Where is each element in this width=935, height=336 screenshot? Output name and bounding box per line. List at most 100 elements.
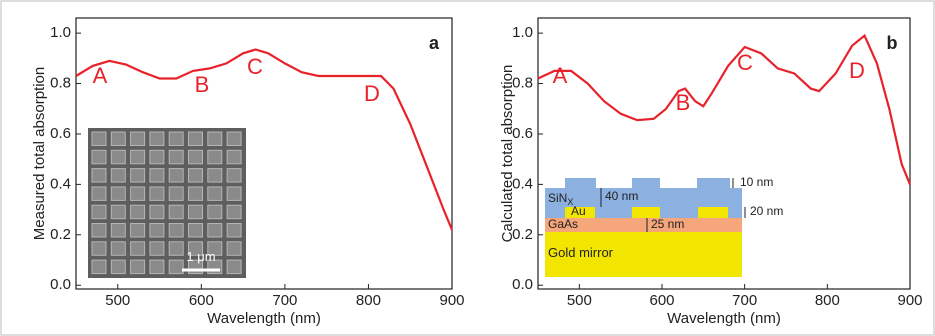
sem-square bbox=[110, 168, 126, 183]
y-tick-label: 0.6 bbox=[50, 125, 71, 142]
sem-square bbox=[188, 241, 203, 256]
sem-square bbox=[149, 241, 165, 256]
sem-square bbox=[207, 223, 223, 238]
x-tick-label: 700 bbox=[272, 292, 297, 309]
sem-square bbox=[188, 131, 203, 146]
sem-square bbox=[226, 186, 242, 201]
y-tick-label: 0.0 bbox=[50, 276, 71, 293]
sem-square bbox=[149, 168, 165, 183]
au-bar bbox=[565, 207, 595, 218]
inset-label-text: SiN bbox=[548, 191, 567, 205]
peak-label: C bbox=[247, 54, 263, 79]
inset-label-text: 20 nm bbox=[750, 204, 783, 218]
au-bar bbox=[632, 207, 660, 218]
plot-frame bbox=[75, 17, 453, 290]
gaas-layer bbox=[545, 218, 742, 232]
inset-label-text: 25 nm bbox=[651, 217, 684, 231]
sem-square bbox=[207, 241, 223, 256]
panel-label: b bbox=[887, 33, 898, 53]
peak-label: D bbox=[364, 81, 380, 106]
sem-square bbox=[130, 131, 146, 146]
plot-frame bbox=[537, 17, 911, 290]
x-axis-label: Wavelength (nm) bbox=[207, 310, 321, 327]
x-axis-label: Wavelength (nm) bbox=[667, 310, 781, 327]
sem-square bbox=[207, 168, 223, 183]
sem-square bbox=[149, 204, 165, 220]
y-tick-label: 0.0 bbox=[512, 276, 533, 293]
sem-square bbox=[168, 186, 184, 201]
x-tick-label: 700 bbox=[732, 292, 757, 309]
y-tick-label: 1.0 bbox=[50, 24, 71, 41]
peak-label: A bbox=[553, 63, 568, 88]
sem-square bbox=[91, 186, 107, 201]
sem-square bbox=[188, 149, 203, 165]
y-tick-label: 0.8 bbox=[50, 75, 71, 92]
x-tick-label: 900 bbox=[439, 292, 464, 309]
peak-label: B bbox=[676, 90, 691, 115]
inset-label-text: Gold mirror bbox=[548, 245, 614, 260]
x-tick-label: 800 bbox=[356, 292, 381, 309]
sem-square bbox=[188, 223, 203, 238]
inset-label: 40 nm bbox=[605, 189, 638, 203]
sem-square bbox=[110, 149, 126, 165]
y-axis-label: Calculated total absorption bbox=[499, 65, 516, 243]
panel-label: a bbox=[429, 33, 440, 53]
sem-square bbox=[91, 241, 107, 256]
sem-square bbox=[91, 131, 107, 146]
inset-label: Gold mirror bbox=[548, 245, 614, 260]
x-tick-label: 800 bbox=[815, 292, 840, 309]
sem-square bbox=[168, 149, 184, 165]
inset-label: GaAs bbox=[548, 217, 578, 231]
gold-mirror-layer bbox=[545, 232, 742, 277]
sem-square bbox=[110, 259, 126, 275]
sem-square bbox=[130, 223, 146, 238]
sem-square bbox=[130, 149, 146, 165]
sem-square bbox=[91, 204, 107, 220]
inset-label-text: Au bbox=[571, 204, 586, 218]
inset-label: SiNX bbox=[548, 191, 573, 207]
sem-square bbox=[188, 168, 203, 183]
y-tick-label: 0.8 bbox=[512, 75, 533, 92]
inset-label-text: 40 nm bbox=[605, 189, 638, 203]
sem-square bbox=[168, 223, 184, 238]
sem-square bbox=[91, 149, 107, 165]
inset-label: 25 nm bbox=[651, 217, 684, 231]
sem-square bbox=[168, 204, 184, 220]
sem-square bbox=[188, 204, 203, 220]
sem-square bbox=[110, 131, 126, 146]
peak-label: A bbox=[93, 63, 108, 88]
sem-square bbox=[130, 186, 146, 201]
sem-square bbox=[226, 168, 242, 183]
inset-label: Au bbox=[571, 204, 586, 218]
sem-square bbox=[226, 241, 242, 256]
sem-square bbox=[149, 149, 165, 165]
sem-square bbox=[149, 131, 165, 146]
inset-label: 20 nm bbox=[750, 204, 783, 218]
sem-square bbox=[130, 241, 146, 256]
layer-inset bbox=[545, 178, 746, 277]
x-tick-label: 600 bbox=[649, 292, 674, 309]
x-tick-label: 500 bbox=[105, 292, 130, 309]
sem-square bbox=[110, 204, 126, 220]
inset-label-subscript: X bbox=[567, 197, 573, 207]
sem-square bbox=[110, 186, 126, 201]
sem-square bbox=[149, 186, 165, 201]
sem-square bbox=[207, 131, 223, 146]
sem-square bbox=[168, 168, 184, 183]
inset-label-text: 1 μm bbox=[186, 249, 215, 264]
sem-square bbox=[168, 131, 184, 146]
y-tick-label: 0.4 bbox=[512, 175, 533, 192]
y-axis-label: Measured total absorption bbox=[31, 67, 48, 240]
au-bar bbox=[698, 207, 728, 218]
data-line bbox=[537, 33, 912, 185]
sem-square bbox=[149, 223, 165, 238]
sem-square bbox=[130, 168, 146, 183]
sem-square bbox=[110, 241, 126, 256]
sem-square bbox=[188, 186, 203, 201]
y-tick-label: 0.2 bbox=[512, 226, 533, 243]
sem-square bbox=[130, 259, 146, 275]
sem-square bbox=[91, 168, 107, 183]
sem-grid bbox=[91, 131, 242, 275]
